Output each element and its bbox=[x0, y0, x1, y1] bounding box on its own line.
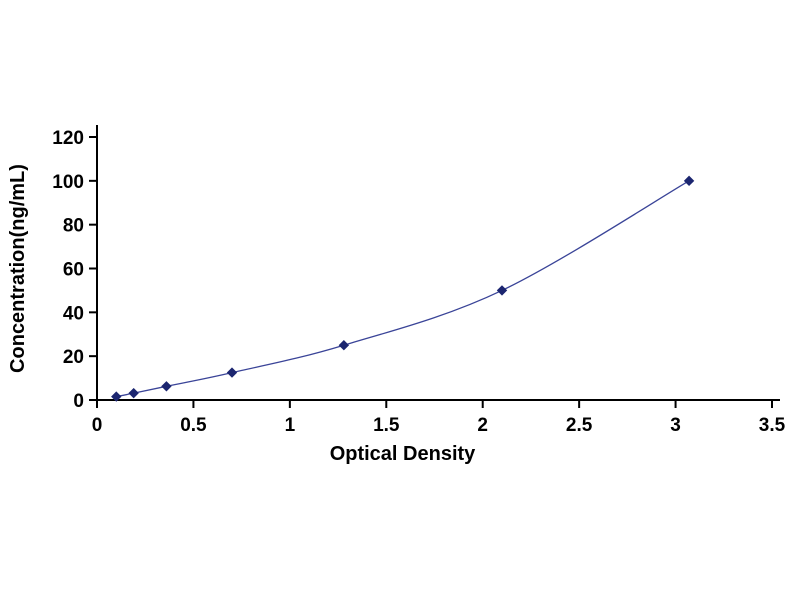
x-tick-label: 0 bbox=[92, 415, 103, 436]
data-point-marker bbox=[338, 340, 350, 351]
data-point-marker bbox=[683, 175, 695, 187]
x-tick-label: 3 bbox=[670, 415, 681, 436]
y-axis-title: Concentration(ng/mL) bbox=[7, 164, 29, 373]
y-tick-label: 120 bbox=[52, 128, 84, 149]
x-tick-label: 2.5 bbox=[566, 415, 593, 436]
x-tick-label: 1 bbox=[285, 415, 296, 436]
x-tick-label: 0.5 bbox=[180, 415, 207, 436]
y-tick-label: 0 bbox=[73, 391, 84, 412]
data-point-marker bbox=[496, 285, 508, 296]
curve-line bbox=[116, 180, 690, 398]
y-tick-label: 80 bbox=[63, 216, 84, 237]
x-tick-label: 1.5 bbox=[373, 415, 400, 436]
x-tick-label: 3.5 bbox=[759, 415, 786, 436]
y-tick-label: 20 bbox=[63, 347, 84, 368]
y-tick-label: 60 bbox=[63, 260, 84, 281]
data-point-marker bbox=[226, 367, 238, 378]
data-point-marker bbox=[111, 391, 122, 402]
x-tick-label: 2 bbox=[477, 415, 488, 436]
data-point-marker bbox=[161, 381, 172, 392]
x-axis-title: Optical Density bbox=[330, 443, 476, 465]
data-point-marker bbox=[128, 387, 139, 399]
y-tick-label: 40 bbox=[63, 303, 84, 324]
y-tick-label: 100 bbox=[52, 172, 84, 193]
